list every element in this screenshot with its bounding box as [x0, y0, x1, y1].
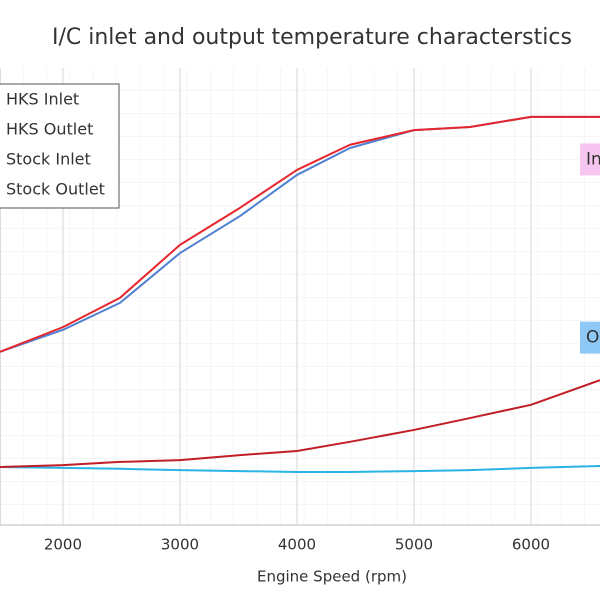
chart-title: I/C inlet and output temperature charact…	[52, 25, 572, 50]
series-line	[0, 115, 600, 353]
legend-entry: Stock Outlet	[6, 180, 105, 199]
x-tick-label: 2000	[44, 536, 82, 554]
annotation-box	[580, 321, 600, 354]
x-axis-label: Engine Speed (rpm)	[257, 568, 407, 586]
legend-entry: HKS Inlet	[6, 90, 79, 109]
annotation-text: Outlet	[586, 328, 600, 348]
legend-box	[0, 83, 120, 209]
series-line	[0, 379, 600, 468]
x-tick-label: 6000	[512, 536, 550, 554]
legend-entry: Stock Inlet	[6, 150, 91, 169]
x-tick-label: 3000	[161, 536, 199, 554]
legend-entry: HKS Outlet	[6, 120, 93, 139]
x-tick-label: 4000	[278, 536, 316, 554]
series-line	[0, 465, 600, 473]
annotation-box	[580, 143, 600, 176]
annotation-text: Inlet	[586, 149, 600, 169]
x-tick-label: 5000	[395, 536, 433, 554]
